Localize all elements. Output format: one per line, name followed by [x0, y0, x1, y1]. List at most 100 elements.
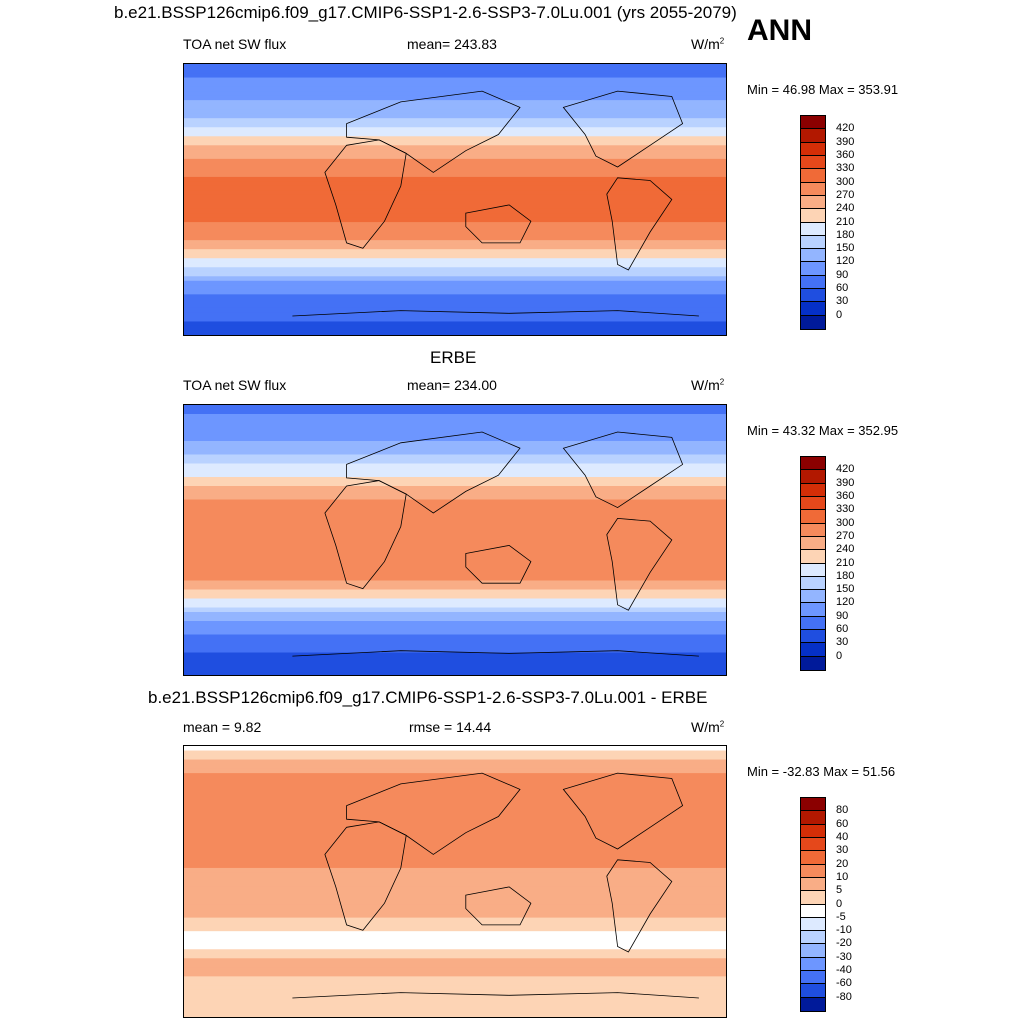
latitude-band: [184, 809, 726, 815]
latitude-band: [184, 285, 726, 291]
colorbar-tick-label: 180: [836, 569, 855, 582]
latitude-band: [184, 944, 726, 950]
latitude-band: [184, 213, 726, 219]
coastline: [346, 90, 521, 173]
latitude-band: [184, 777, 726, 783]
colorbar-swatch: [801, 209, 825, 223]
latitude-band: [184, 922, 726, 928]
coastline: [292, 310, 699, 317]
map-field: [184, 746, 726, 1017]
latitude-band: [184, 773, 726, 779]
colorbar-swatch: [801, 811, 825, 825]
latitude-band: [184, 786, 726, 792]
colorbar-tick-label: 60: [836, 817, 849, 830]
latitude-band: [184, 876, 726, 883]
latitude-band: [184, 612, 726, 618]
colorbar-swatch: [801, 590, 825, 604]
latitude-band: [184, 849, 726, 855]
latitude-band: [184, 886, 726, 892]
coastline: [562, 90, 684, 168]
latitude-band: [184, 858, 726, 865]
latitude-band: [184, 486, 726, 492]
panel-1-variable-label: TOA net SW flux: [183, 36, 287, 52]
coastline: [324, 480, 407, 590]
colorbar-swatch: [801, 864, 825, 878]
colorbar-tick-label: 150: [836, 583, 855, 596]
latitude-band: [184, 454, 726, 460]
latitude-band: [184, 104, 726, 110]
colorbar-swatch: [801, 523, 825, 537]
colorbar-swatch: [801, 142, 825, 156]
latitude-band: [184, 240, 726, 246]
colorbar-tick-label: -80: [836, 990, 852, 1003]
latitude-band: [184, 652, 726, 658]
latitude-band: [184, 836, 726, 842]
colorbar-swatch: [801, 289, 825, 303]
latitude-band: [184, 589, 726, 595]
coastline: [562, 772, 684, 850]
latitude-band: [184, 244, 726, 250]
colorbar-swatch: [801, 302, 825, 316]
latitude-band: [184, 208, 726, 214]
colorbar-swatch: [801, 550, 825, 564]
colorbar-tick-label: 80: [836, 804, 849, 817]
latitude-band: [184, 782, 726, 788]
latitude-band: [184, 822, 726, 828]
latitude-band: [184, 122, 726, 128]
colorbar-swatch: [801, 984, 825, 998]
colorbar-swatch: [801, 275, 825, 290]
latitude-band: [184, 194, 726, 201]
colorbar-tick-label: 330: [836, 503, 855, 516]
panel-3-mean-label: mean = 9.82: [183, 719, 262, 735]
latitude-band: [184, 913, 726, 919]
latitude-band: [184, 495, 726, 501]
colorbar-swatch: [801, 798, 825, 812]
latitude-band: [184, 441, 726, 447]
colorbar-swatch: [801, 576, 825, 591]
latitude-band: [184, 917, 726, 923]
colorbar-swatch: [801, 917, 825, 932]
panel-1-units: W/m2: [691, 36, 725, 52]
coastline: [465, 204, 532, 244]
latitude-band: [184, 598, 726, 604]
latitude-band: [184, 616, 726, 622]
latitude-band: [184, 863, 726, 869]
latitude-band: [184, 949, 726, 955]
latitude-band: [184, 176, 726, 183]
colorbar-tick-label: 30: [836, 844, 849, 857]
latitude-band: [184, 231, 726, 237]
colorbar-tick-label: -30: [836, 950, 852, 963]
panel-3-units: W/m2: [691, 719, 725, 735]
latitude-band: [184, 276, 726, 282]
colorbar-tick-label: -5: [836, 910, 846, 923]
latitude-band: [184, 172, 726, 178]
latitude-band: [184, 222, 726, 228]
latitude-band: [184, 82, 726, 88]
colorbar-swatch: [801, 536, 825, 551]
latitude-band: [184, 77, 726, 83]
latitude-band: [184, 759, 726, 765]
latitude-band: [184, 935, 726, 941]
colorbar-tick-label: 120: [836, 596, 855, 609]
coastline: [292, 650, 699, 657]
panel-3-map: [183, 745, 727, 1018]
colorbar-swatch: [801, 182, 825, 196]
colorbar-swatch: [801, 656, 825, 670]
latitude-band: [184, 971, 726, 977]
colorbar-swatch: [801, 931, 825, 945]
latitude-band: [184, 468, 726, 474]
latitude-band: [184, 1007, 726, 1014]
latitude-band: [184, 795, 726, 801]
colorbar-tick-label: 150: [836, 242, 855, 255]
latitude-band: [184, 330, 726, 335]
colorbar-tick-label: 30: [836, 636, 849, 649]
latitude-band: [184, 517, 726, 523]
colorbar-tick-label: 40: [836, 830, 849, 843]
panel-3-rmse-label: rmse = 14.44: [409, 719, 492, 735]
latitude-band: [184, 149, 726, 155]
panel-2-mean-label: mean= 234.00: [407, 377, 497, 393]
latitude-band: [184, 813, 726, 819]
latitude-band: [184, 639, 726, 645]
latitude-band: [184, 670, 726, 675]
colorbar-swatch: [801, 957, 825, 972]
